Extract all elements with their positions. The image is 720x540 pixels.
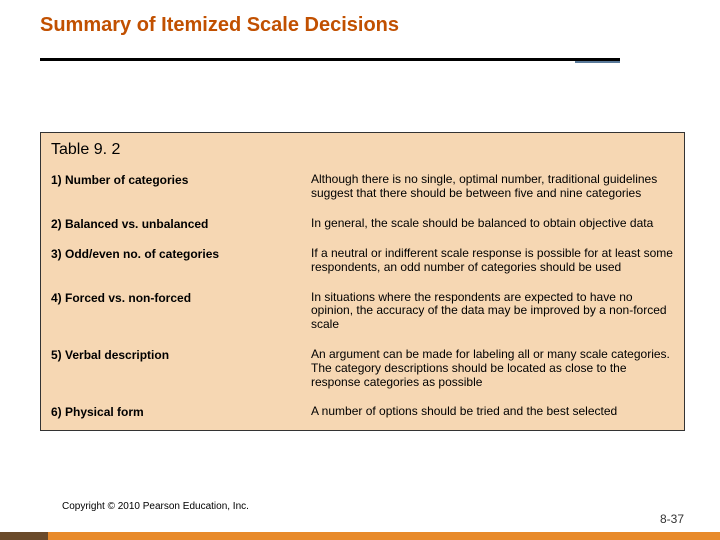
bottom-accent-bar-dark: [0, 532, 48, 540]
table-row: 2) Balanced vs. unbalanced In general, t…: [41, 211, 684, 241]
slide-title: Summary of Itemized Scale Decisions: [40, 14, 399, 37]
table-row: 6) Physical form A number of options sho…: [41, 399, 684, 429]
row-label: 1) Number of categories: [51, 173, 311, 201]
table-row: 4) Forced vs. non-forced In situations w…: [41, 285, 684, 342]
row-desc: A number of options should be tried and …: [311, 405, 674, 419]
row-desc: An argument can be made for labeling all…: [311, 348, 674, 389]
bottom-accent-bar: [0, 532, 720, 540]
title-underline: [40, 58, 620, 61]
row-desc: If a neutral or indifferent scale respon…: [311, 247, 674, 275]
row-desc: In situations where the respondents are …: [311, 291, 674, 332]
slide: Summary of Itemized Scale Decisions Tabl…: [0, 0, 720, 540]
table-row: 5) Verbal description An argument can be…: [41, 342, 684, 399]
table-caption: Table 9. 2: [41, 133, 684, 167]
row-label: 5) Verbal description: [51, 348, 311, 389]
table-row: 3) Odd/even no. of categories If a neutr…: [41, 241, 684, 285]
row-label: 6) Physical form: [51, 405, 311, 419]
page-number: 8-37: [660, 512, 684, 526]
row-label: 4) Forced vs. non-forced: [51, 291, 311, 332]
row-desc: In general, the scale should be balanced…: [311, 217, 674, 231]
row-label: 2) Balanced vs. unbalanced: [51, 217, 311, 231]
table-row: 1) Number of categories Although there i…: [41, 167, 684, 211]
copyright-text: Copyright © 2010 Pearson Education, Inc.: [62, 501, 249, 512]
row-label: 3) Odd/even no. of categories: [51, 247, 311, 275]
decisions-table: Table 9. 2 1) Number of categories Altho…: [40, 132, 685, 431]
title-underline-accent: [575, 61, 620, 63]
row-desc: Although there is no single, optimal num…: [311, 173, 674, 201]
